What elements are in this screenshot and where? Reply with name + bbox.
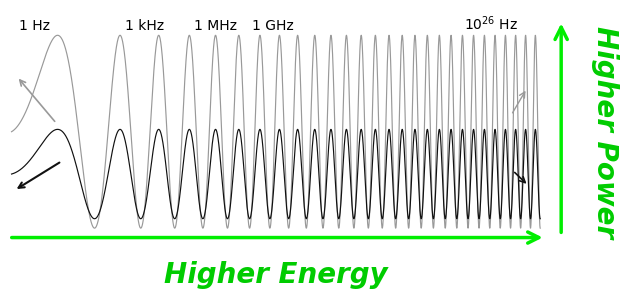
Text: Higher Energy: Higher Energy — [164, 261, 387, 289]
Text: 1 Hz: 1 Hz — [19, 19, 51, 33]
Text: 1 GHz: 1 GHz — [252, 19, 294, 33]
Text: 1 MHz: 1 MHz — [194, 19, 237, 33]
Text: $10^{26}$ Hz: $10^{26}$ Hz — [463, 14, 518, 33]
Text: 1 kHz: 1 kHz — [125, 19, 164, 33]
Text: Higher Power: Higher Power — [591, 26, 619, 238]
